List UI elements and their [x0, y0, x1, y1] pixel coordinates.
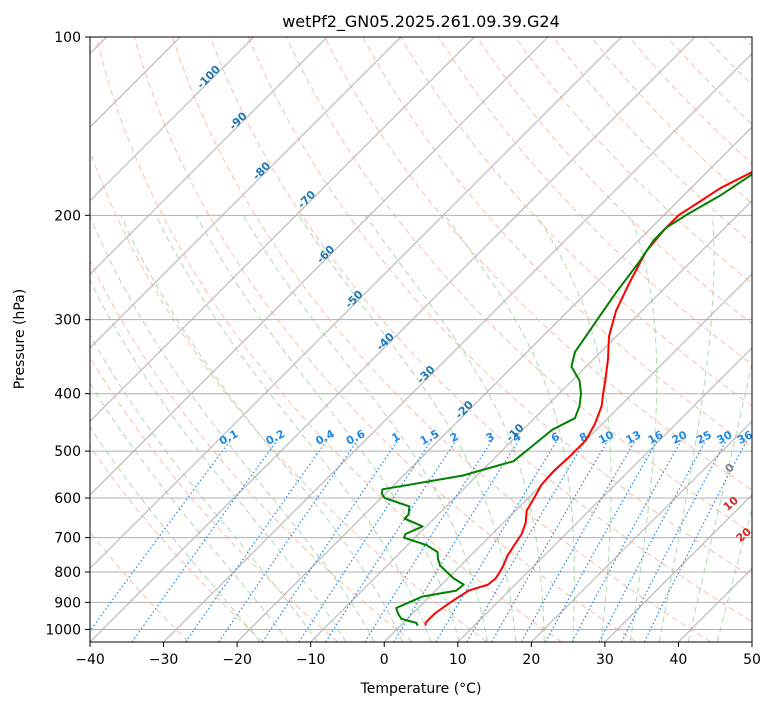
mixing-ratio-label: 16 — [646, 428, 666, 447]
dry-adiabat-line — [628, 37, 752, 165]
dry-adiabat-line — [514, 37, 752, 284]
y-tick-label: 1000 — [45, 622, 81, 638]
y-tick-label: 700 — [54, 531, 81, 547]
dry-adiabat-line — [90, 445, 264, 642]
dry-adiabat-line — [209, 37, 752, 623]
isotherm-line — [751, 641, 752, 642]
isotherm-line — [90, 37, 255, 202]
isotherm-line — [163, 52, 752, 642]
moist-adiabat-line — [444, 215, 575, 642]
dry-adiabat-line — [247, 37, 752, 578]
mixing-ratio-label: 30 — [715, 428, 735, 447]
dry-adiabat-line — [133, 37, 637, 642]
isotherm-line — [90, 37, 402, 349]
y-tick-label: 100 — [54, 30, 81, 46]
isotherm-line — [530, 420, 752, 642]
moist-adiabat-line — [536, 215, 612, 642]
mixing-ratio-line — [621, 440, 727, 642]
y-tick-label: 800 — [54, 565, 81, 581]
dry-adiabat-line — [90, 259, 413, 642]
mixing-ratio-line — [466, 440, 586, 642]
mixing-ratio-label: 25 — [694, 428, 714, 447]
mixing-ratio-line — [393, 440, 519, 642]
x-tick-label: 40 — [670, 652, 688, 668]
mixing-ratio-line — [90, 440, 231, 632]
x-tick-label: −20 — [222, 652, 252, 668]
x-tick-label: −10 — [296, 652, 326, 668]
isotherm-line — [236, 126, 752, 642]
dewpoint-profile-line — [380, 173, 752, 626]
moist-adiabat-label: 30 — [750, 553, 770, 573]
moist-adiabat-line — [90, 333, 318, 642]
isotherm-line — [90, 37, 696, 642]
moist-adiabat-line — [90, 426, 261, 642]
x-tick-label: −40 — [75, 652, 105, 668]
mixing-ratio-line — [643, 440, 748, 642]
isotherm-line — [90, 37, 328, 275]
dry-adiabat-line — [171, 37, 712, 642]
y-tick-label: 400 — [54, 387, 81, 403]
mixing-ratio-line — [435, 440, 558, 642]
dry-adiabat-line — [590, 37, 752, 205]
mixing-ratio-line — [131, 440, 278, 642]
moist-adiabat-line — [629, 215, 658, 642]
isotherm-line — [457, 347, 752, 642]
isotherm-line — [90, 37, 475, 423]
plot-frame — [89, 36, 753, 643]
moist-adiabat-line — [155, 215, 432, 642]
mixing-ratio-line — [185, 440, 328, 642]
x-tick-label: 10 — [449, 652, 467, 668]
y-tick-label: 900 — [54, 595, 81, 611]
dry-adiabat-line — [476, 37, 752, 325]
mixing-ratio-line — [598, 440, 707, 642]
mixing-ratio-line — [520, 440, 636, 642]
moist-adiabat-line — [658, 215, 715, 642]
mixing-ratio-label: 36 — [735, 428, 755, 447]
moist-adiabat-label: 20 — [734, 525, 754, 545]
x-tick-label: 30 — [596, 652, 614, 668]
mixing-ratio-line — [261, 440, 399, 642]
x-axis-label: Temperature (°C) — [360, 681, 482, 697]
plot-background — [90, 37, 752, 642]
mixing-ratio-label: 10 — [596, 428, 616, 447]
mixing-ratio-label: 13 — [624, 428, 644, 447]
dry-adiabat-line — [362, 37, 752, 449]
moist-adiabat-line — [242, 215, 488, 642]
x-tick-label: −30 — [149, 652, 179, 668]
y-tick-label: 300 — [54, 313, 81, 329]
x-tick-label: 50 — [743, 652, 761, 668]
isotherm-line — [383, 273, 752, 642]
axis-layer: −40 −30 −20 −10 0 10 20 30 40 50 100 200 300 400 500 60… — [45, 30, 761, 668]
moist-adiabat-line — [364, 215, 545, 642]
temperature-profile-line — [424, 170, 752, 626]
dry-adiabat-line — [95, 37, 562, 642]
y-axis-label: Pressure (hPa) — [12, 289, 28, 389]
isotherm-line — [90, 37, 549, 496]
moist-adiabat-line — [90, 279, 347, 642]
isotherm-line — [90, 37, 622, 570]
y-tick-label: 500 — [54, 444, 81, 460]
isotherm-line — [604, 494, 752, 642]
y-tick-label: 600 — [54, 491, 81, 507]
moist-adiabat-label: 40 — [763, 584, 775, 604]
mixing-ratio-line — [218, 440, 358, 642]
chart-title: wetPf2_GN05.2025.261.09.39.G24 — [282, 12, 560, 32]
dry-adiabat-line — [400, 37, 752, 407]
x-tick-label: 0 — [380, 652, 389, 668]
moist-adiabat-line — [90, 215, 375, 642]
x-tick-label: 20 — [522, 652, 540, 668]
mixing-ratio-line — [298, 440, 432, 642]
dry-adiabat-line — [324, 37, 752, 491]
moist-adiabat-line — [120, 215, 404, 642]
y-tick-label: 200 — [54, 208, 81, 224]
moist-adiabat-line — [195, 215, 460, 642]
mixing-ratio-label: 20 — [670, 428, 690, 447]
